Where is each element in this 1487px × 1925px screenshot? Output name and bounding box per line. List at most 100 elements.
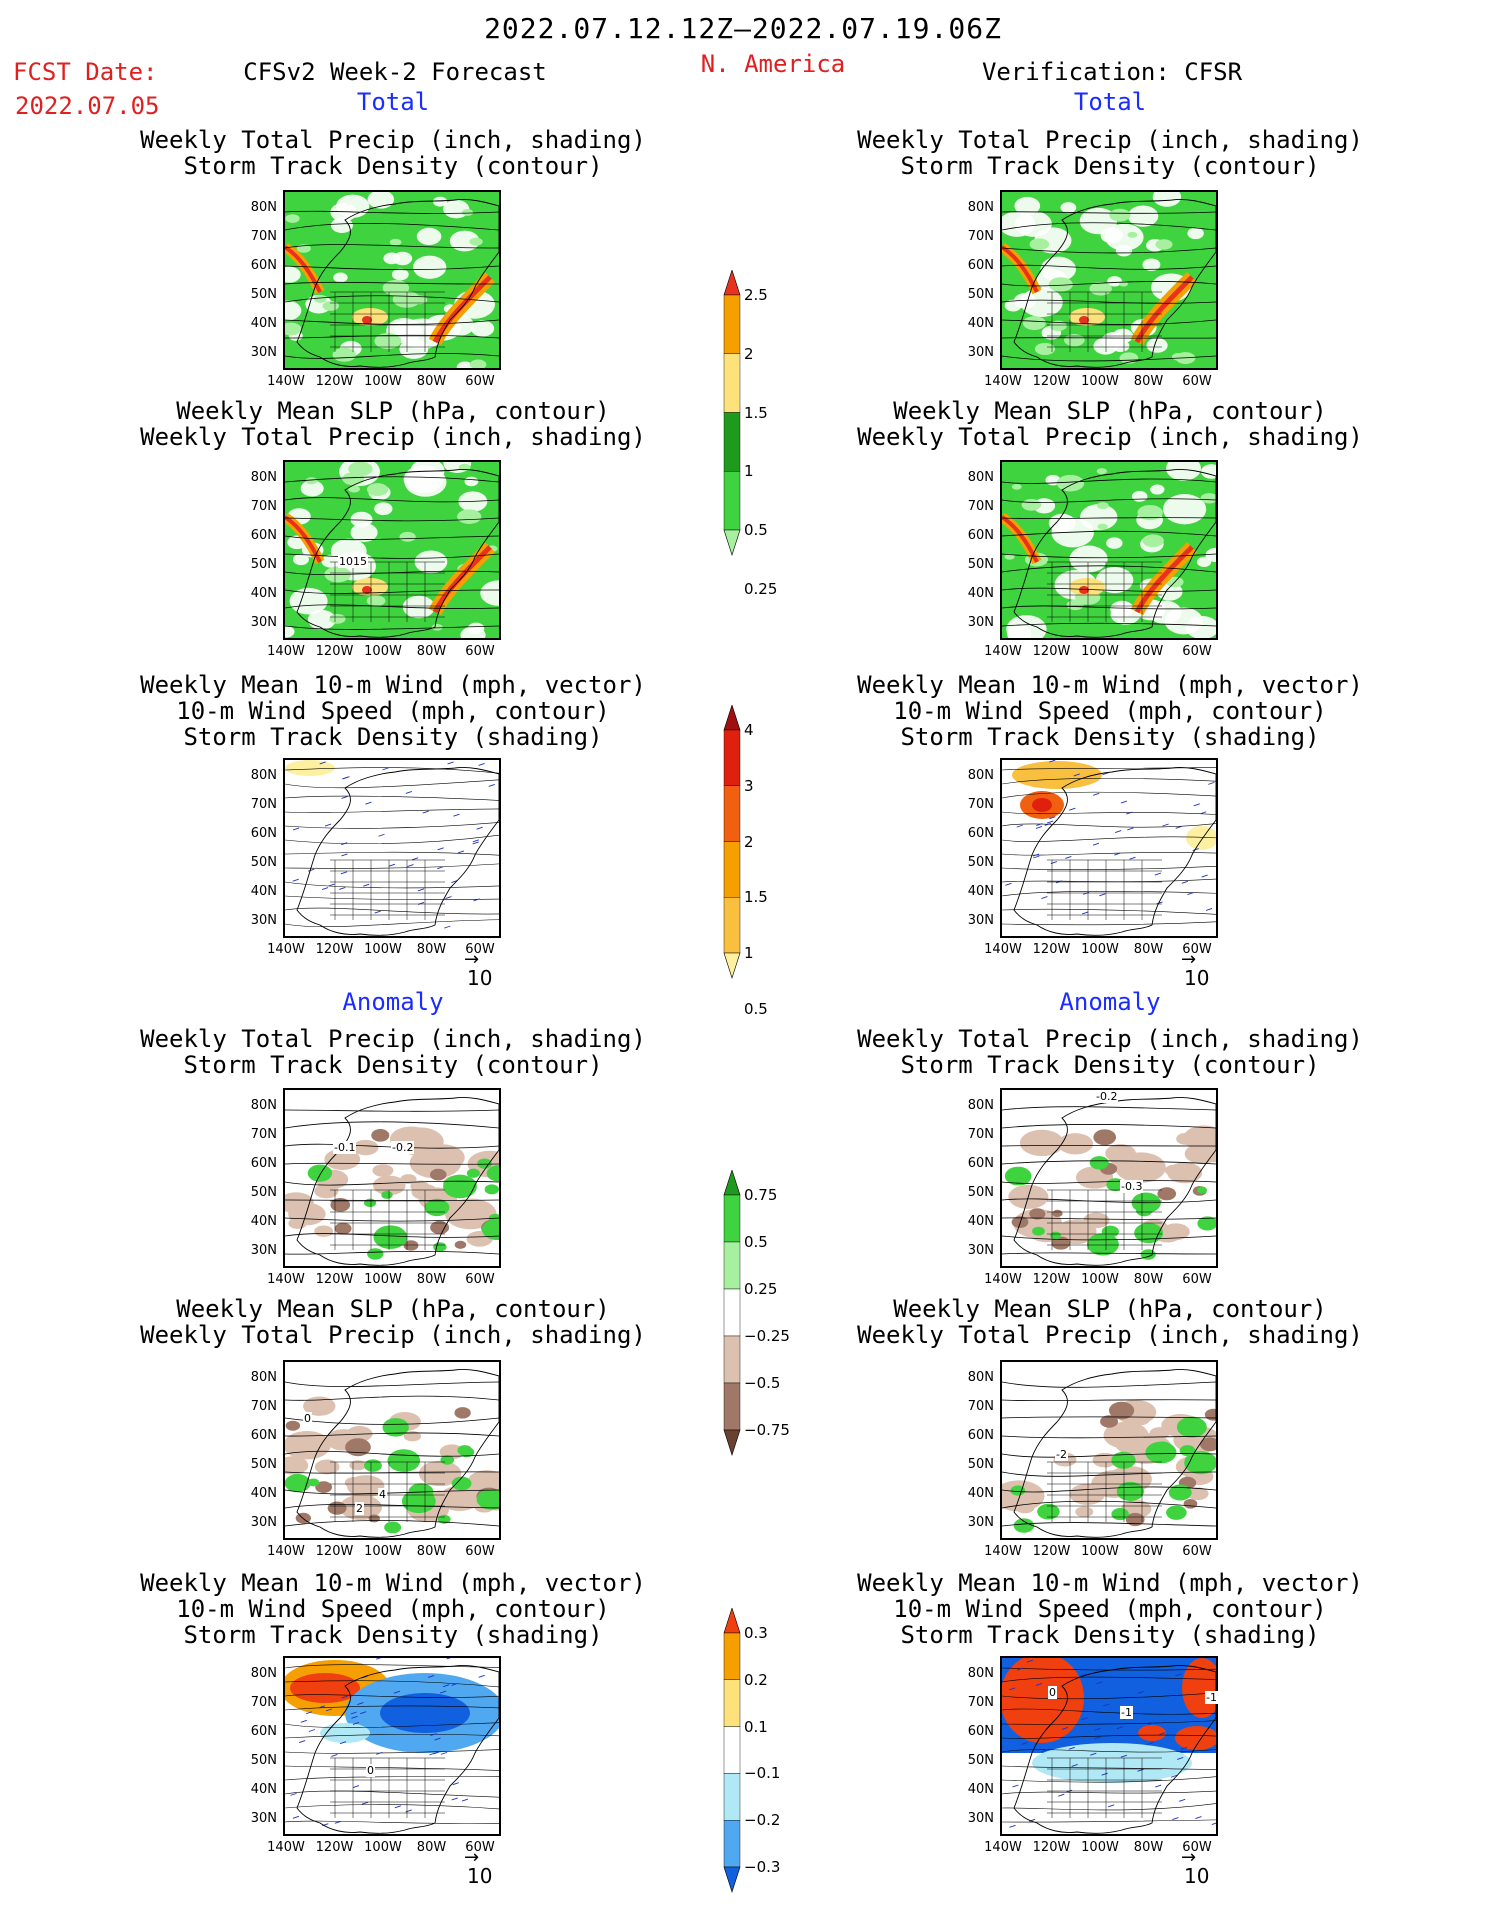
colorbar-precip_total — [723, 269, 741, 556]
lon-tick-r4c0-0: 140W — [267, 1544, 305, 1559]
panel-title-r4c1-l0: Weekly Mean SLP (hPa, contour) — [893, 1295, 1327, 1323]
lon-tick-r3c1-2: 100W — [1081, 1272, 1119, 1287]
lat-tick-r4c0-4: 40N — [250, 1486, 277, 1501]
section-total-left: Total — [356, 88, 430, 116]
contour-label-anom_precip_fcst_a: -0.1 — [333, 1141, 357, 1154]
cb-label-precip_total-5: 0.25 — [744, 579, 778, 598]
cb-label-precip_total-2: 1.5 — [744, 403, 768, 422]
lon-tick-r0c0-0: 140W — [267, 374, 305, 389]
panel-title-r1c0-l0: Weekly Mean SLP (hPa, contour) — [176, 397, 610, 425]
cb-label-storm_anom-2: 0.1 — [744, 1717, 768, 1736]
contour-label-anom_wind_obs_c: -1 — [1205, 1691, 1218, 1704]
contour-label-anom_wind_fcst: 0 — [366, 1764, 375, 1777]
lat-tick-r2c0-1: 70N — [250, 797, 277, 812]
lon-tick-r1c0-3: 80W — [416, 644, 447, 659]
lat-tick-r0c0-1: 70N — [250, 229, 277, 244]
vector-ref-r5c0: 10 — [467, 1864, 493, 1888]
vector-arrow-r2c0: → — [464, 949, 480, 970]
lat-tick-r4c0-1: 70N — [250, 1399, 277, 1414]
cb-label-storm_total-1: 3 — [744, 776, 754, 795]
lat-tick-r4c1-3: 50N — [967, 1457, 994, 1472]
lon-tick-r4c0-3: 80W — [416, 1544, 447, 1559]
lat-tick-r5c1-4: 40N — [967, 1782, 994, 1797]
lon-tick-r3c1-4: 60W — [1182, 1272, 1212, 1287]
lat-tick-r1c0-3: 50N — [250, 557, 277, 572]
lat-tick-r2c0-4: 40N — [250, 884, 277, 899]
contour-label-anom_wind_obs_a: 0 — [1048, 1686, 1057, 1699]
lon-tick-r4c1-2: 100W — [1081, 1544, 1119, 1559]
panel-title-r2c0-l0: Weekly Mean 10-m Wind (mph, vector) — [140, 671, 646, 699]
lon-tick-r5c1-1: 120W — [1032, 1840, 1071, 1855]
colorbar-wrap-storm_anom — [722, 1607, 762, 1900]
cb-seg-storm_anom-2 — [723, 1679, 741, 1727]
lat-tick-r1c0-0: 80N — [250, 470, 277, 485]
lon-tick-r5c1-3: 80W — [1133, 1840, 1164, 1855]
panel-title-r0c1-l0: Weekly Total Precip (inch, shading) — [857, 126, 1363, 154]
contour-label-anom_slp_fcst_b: 4 — [378, 1488, 387, 1501]
section-anomaly-left: Anomaly — [342, 988, 444, 1016]
lat-tick-r0c1-1: 70N — [967, 229, 994, 244]
lat-tick-r5c0-1: 70N — [250, 1695, 277, 1710]
lat-tick-r3c1-1: 70N — [967, 1127, 994, 1142]
vector-ref-r2c0: 10 — [467, 966, 493, 990]
colorbar-storm_anom — [723, 1607, 741, 1893]
lat-tick-r2c1-2: 60N — [967, 826, 994, 841]
lat-tick-r2c1-0: 80N — [967, 768, 994, 783]
lon-tick-r0c1-3: 80W — [1133, 374, 1164, 389]
cb-label-precip_anom-2: 0.25 — [744, 1280, 778, 1298]
lon-tick-r5c0-2: 100W — [364, 1840, 402, 1855]
lon-tick-r3c1-1: 120W — [1032, 1272, 1071, 1287]
lon-tick-r5c0-1: 120W — [315, 1840, 354, 1855]
lon-tick-r2c1-0: 140W — [984, 942, 1022, 957]
lat-tick-r5c0-4: 40N — [250, 1782, 277, 1797]
panel-title-r4c0-l1: Weekly Total Precip (inch, shading) — [140, 1321, 646, 1349]
cb-label-storm_anom-4: −0.2 — [744, 1811, 781, 1830]
lon-tick-r4c1-4: 60W — [1182, 1544, 1212, 1559]
lat-tick-r1c1-0: 80N — [967, 470, 994, 485]
lon-tick-r5c1-2: 100W — [1081, 1840, 1119, 1855]
cb-label-precip_anom-4: −0.5 — [744, 1374, 781, 1392]
lon-tick-r1c0-0: 140W — [267, 644, 305, 659]
cb-seg-precip_anom-1 — [723, 1194, 741, 1243]
lat-tick-r5c1-1: 70N — [967, 1695, 994, 1710]
lat-tick-r1c1-4: 40N — [967, 586, 994, 601]
lon-tick-r4c0-1: 120W — [315, 1544, 354, 1559]
lon-tick-r0c1-0: 140W — [984, 374, 1022, 389]
cb-seg-storm_anom-6 — [723, 1866, 741, 1893]
panel-title-r5c1-l1: 10-m Wind Speed (mph, contour) — [893, 1595, 1327, 1623]
cb-label-storm_total-5: 0.5 — [744, 999, 768, 1018]
lon-tick-r2c0-3: 80W — [416, 942, 447, 957]
lat-tick-r2c0-2: 60N — [250, 826, 277, 841]
lon-tick-r3c0-0: 140W — [267, 1272, 305, 1287]
lon-tick-r5c1-0: 140W — [984, 1840, 1022, 1855]
map-panel-r3c1 — [1000, 1088, 1218, 1268]
lat-tick-r3c1-5: 30N — [967, 1243, 994, 1258]
lon-tick-r2c1-3: 80W — [1133, 942, 1164, 957]
lon-tick-r2c0-1: 120W — [315, 942, 354, 957]
lon-tick-r5c0-0: 140W — [267, 1840, 305, 1855]
lon-tick-r0c0-2: 100W — [364, 374, 402, 389]
forecast-title: CFSv2 Week-2 Forecast — [243, 58, 547, 86]
lon-tick-r3c0-4: 60W — [465, 1272, 495, 1287]
lat-tick-r0c0-5: 30N — [250, 345, 277, 360]
cb-label-storm_anom-5: −0.3 — [744, 1858, 781, 1876]
lat-tick-r1c1-5: 30N — [967, 615, 994, 630]
panel-title-r5c1-l2: Storm Track Density (shading) — [900, 1621, 1320, 1649]
lat-tick-r3c0-0: 80N — [250, 1098, 277, 1113]
lon-tick-r0c1-1: 120W — [1032, 374, 1071, 389]
lat-tick-r4c0-3: 50N — [250, 1457, 277, 1472]
lat-tick-r5c1-5: 30N — [967, 1811, 994, 1826]
cb-seg-precip_total-1 — [723, 294, 741, 354]
map-panel-r4c0 — [283, 1360, 501, 1540]
panel-title-r5c0-l0: Weekly Mean 10-m Wind (mph, vector) — [140, 1569, 646, 1597]
lon-tick-r4c0-4: 60W — [465, 1544, 495, 1559]
panel-title-r5c0-l2: Storm Track Density (shading) — [183, 1621, 603, 1649]
cb-seg-precip_anom-0 — [723, 1169, 741, 1196]
contour-label-slp_total_fcst: 1015 — [338, 555, 368, 568]
cb-seg-storm_anom-1 — [723, 1632, 741, 1680]
fcst-date-value: 2022.07.05 — [15, 92, 160, 120]
lat-tick-r4c0-2: 60N — [250, 1428, 277, 1443]
lon-tick-r3c0-1: 120W — [315, 1272, 354, 1287]
lon-tick-r4c1-3: 80W — [1133, 1544, 1164, 1559]
lon-tick-r0c0-1: 120W — [315, 374, 354, 389]
